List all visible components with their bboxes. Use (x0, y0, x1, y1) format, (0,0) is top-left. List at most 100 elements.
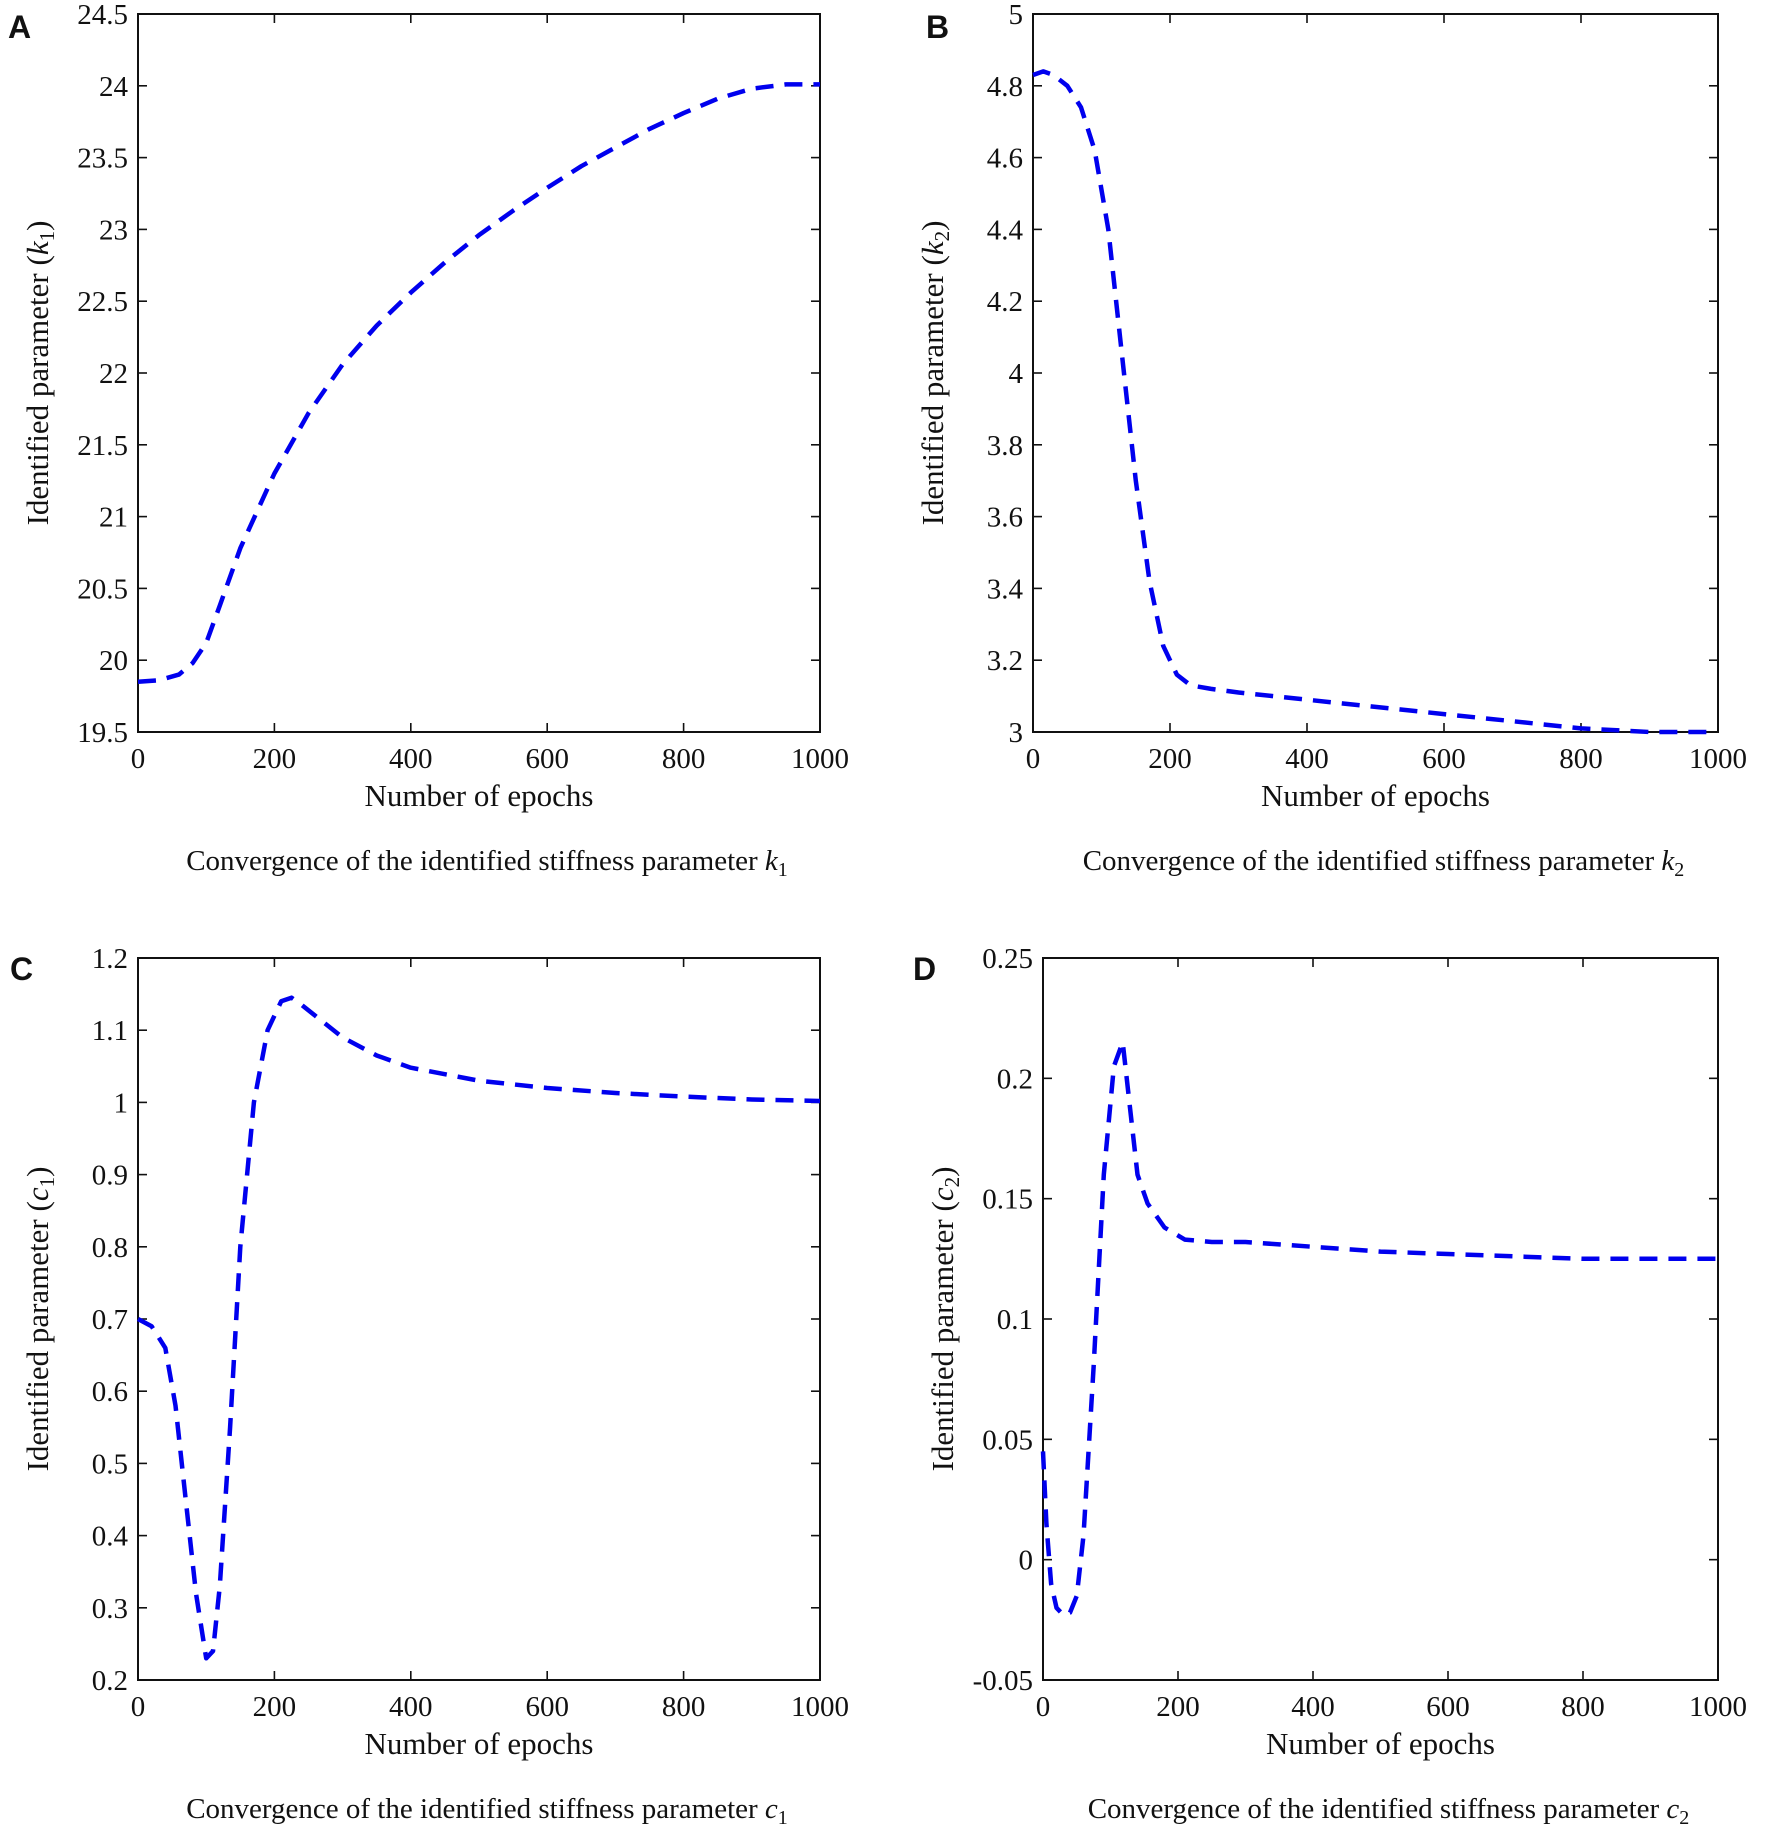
y-axis-title-text: Identified parameter (915, 266, 950, 526)
x-tick-label: 0 (1026, 743, 1041, 775)
x-tick-label: 1000 (1689, 743, 1747, 775)
x-axis-title: Number of epochs (1261, 778, 1490, 813)
y-tick-label: 0.5 (92, 1448, 128, 1480)
y-tick-label: 0.6 (92, 1376, 128, 1408)
caption-subscript: 1 (778, 1807, 788, 1829)
x-tick-label: 800 (1559, 743, 1603, 775)
x-tick-label: 0 (131, 743, 146, 775)
y-tick-label: 19.5 (77, 717, 128, 749)
y-tick-label: 0.1 (997, 1304, 1033, 1336)
y-axis-title: Identified parameter (k1) (20, 221, 59, 526)
panel-label-a: A (8, 9, 31, 45)
x-tick-label: 400 (389, 1691, 433, 1723)
panel-label-b: B (926, 9, 949, 45)
y-tick-label: 0.9 (92, 1160, 128, 1192)
y-axis-paren-close: ) (925, 1167, 960, 1177)
y-tick-label: 23 (99, 214, 128, 246)
y-tick-label: 0.2 (92, 1665, 128, 1697)
x-axis-title: Number of epochs (365, 778, 594, 813)
y-axis-paren-close: ) (915, 221, 950, 231)
y-tick-label: 0 (1019, 1545, 1034, 1577)
y-tick-label: 3 (1009, 717, 1024, 749)
y-axis-subscript: 2 (940, 1177, 964, 1188)
x-tick-label: 200 (1156, 1691, 1200, 1723)
y-tick-label: 3.8 (987, 430, 1023, 462)
series-line (137, 82, 820, 684)
plot-frame (1042, 957, 1719, 1681)
y-tick-label: 0.25 (982, 943, 1033, 975)
x-tick-label: 200 (1148, 743, 1192, 775)
y-axis-paren-open: ( (915, 255, 950, 265)
y-axis-title-text: Identified parameter (20, 266, 55, 526)
x-tick-label: 200 (253, 1691, 297, 1723)
caption-subscript: 2 (1679, 1807, 1689, 1829)
y-tick-label: 3.2 (987, 645, 1023, 677)
y-tick-label: 4.8 (987, 71, 1023, 103)
y-tick-label: 24.5 (77, 0, 128, 31)
caption-text: Convergence of the identified stiffness … (1083, 845, 1662, 877)
y-tick-label: 0.2 (997, 1063, 1033, 1095)
x-tick-label: 400 (389, 743, 433, 775)
y-axis-paren-close: ) (20, 1167, 55, 1177)
panel-b: B 0 200 400 600 800 1000 3 3.2 3.4 3.6 3.8 4 4.2 4.4 4.… (915, 0, 1747, 881)
y-tick-label: 21.5 (77, 430, 128, 462)
y-tick-label: 0.4 (92, 1521, 129, 1553)
y-axis-paren-open: ( (20, 255, 55, 265)
y-axis-subscript: 1 (35, 231, 59, 242)
y-tick-label: 3.4 (987, 573, 1024, 605)
y-tick-label: 0.05 (982, 1424, 1033, 1456)
y-axis-subscript: 1 (35, 1177, 59, 1188)
panel-label-d: D (913, 951, 936, 987)
y-tick-label: 4 (1009, 358, 1024, 390)
y-tick-label: -0.05 (973, 1665, 1033, 1697)
x-tick-label: 600 (525, 743, 569, 775)
panel-caption: Convergence of the identified stiffness … (186, 845, 788, 881)
y-axis-paren-open: ( (925, 1201, 960, 1211)
y-tick-label: 0.15 (982, 1184, 1033, 1216)
y-axis-subscript: 2 (930, 231, 954, 242)
series-line (1040, 1039, 1718, 1618)
caption-symbol: c (765, 1793, 778, 1825)
y-axis-paren-close: ) (20, 221, 55, 231)
y-tick-label: 1.1 (92, 1015, 128, 1047)
plot-frame (137, 13, 821, 733)
y-axis-symbol: k (915, 240, 950, 255)
x-tick-label: 800 (662, 1691, 706, 1723)
y-tick-label: 1 (114, 1087, 129, 1119)
x-tick-label: 1000 (791, 1691, 849, 1723)
x-tick-label: 0 (131, 1691, 146, 1723)
x-tick-label: 400 (1285, 743, 1329, 775)
y-axis-paren-open: ( (20, 1201, 55, 1211)
y-tick-label: 0.7 (92, 1304, 128, 1336)
y-tick-label: 23.5 (77, 143, 128, 175)
x-tick-label: 0 (1036, 1691, 1051, 1723)
x-tick-label: 600 (1422, 743, 1466, 775)
y-tick-label: 3.6 (987, 502, 1023, 534)
y-tick-label: 24 (99, 71, 129, 103)
x-tick-label: 200 (253, 743, 297, 775)
y-tick-label: 4.4 (987, 214, 1024, 246)
panel-caption: Convergence of the identified stiffness … (186, 1793, 788, 1829)
y-axis-title: Identified parameter (k2) (915, 221, 954, 526)
caption-subscript: 1 (778, 859, 788, 881)
x-axis-title: Number of epochs (365, 1726, 594, 1761)
y-axis-title: Identified parameter (c1) (20, 1167, 59, 1472)
x-tick-label: 400 (1291, 1691, 1335, 1723)
x-tick-label: 800 (1561, 1691, 1605, 1723)
caption-symbol: k (765, 845, 779, 877)
y-tick-label: 0.8 (92, 1232, 128, 1264)
plot-frame (1032, 13, 1719, 733)
y-axis-symbol: c (925, 1187, 960, 1201)
y-tick-label: 22.5 (77, 286, 128, 318)
caption-text: Convergence of the identified stiffness … (186, 845, 765, 877)
y-tick-label: 4.6 (987, 143, 1023, 175)
caption-symbol: c (1666, 1793, 1679, 1825)
x-tick-label: 1000 (1689, 1691, 1747, 1723)
y-tick-label: 22 (99, 358, 128, 390)
y-tick-label: 0.3 (92, 1593, 128, 1625)
x-tick-label: 600 (525, 1691, 569, 1723)
panel-c: C 0 200 400 600 800 1000 0.2 0.3 0.4 0.5 0.6 0.7 0.8 0… (10, 943, 849, 1829)
panel-caption: Convergence of the identified stiffness … (1083, 845, 1685, 881)
x-tick-label: 800 (662, 743, 706, 775)
